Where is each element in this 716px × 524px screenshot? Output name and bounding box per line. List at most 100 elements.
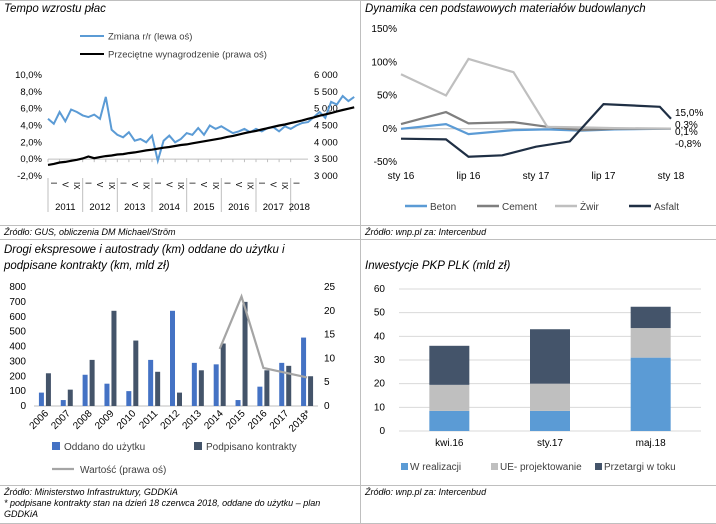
x-tick-label: 2007 <box>49 408 73 432</box>
x-tick-label: 2008 <box>71 408 95 432</box>
legend-label: Przeciętne wynagrodzenie (prawa oś) <box>108 50 267 61</box>
x-tick-label: 2014 <box>202 408 226 432</box>
bar-podpisano <box>198 370 204 406</box>
y-tick-label: 50% <box>377 91 397 102</box>
x-year-label: 2016 <box>228 202 249 213</box>
x-tick-label: 2012 <box>159 408 183 432</box>
panel-roads: Drogi ekspresowe i autostrady (km) oddan… <box>0 240 360 524</box>
y-tick-label: 300 <box>9 356 26 367</box>
x-tick-label: sty.17 <box>537 438 563 449</box>
y2-tick-label: 10 <box>324 353 336 364</box>
panel-pkp: Inwestycje PKP PLK (mld zł) 0 10 20 30 40 50 6… <box>361 240 716 524</box>
x-year-label: 2011 <box>55 202 75 213</box>
y-tick-label: 800 <box>9 282 26 293</box>
panel-source: Źródło: wnp.pl za: Intercenbud <box>365 227 487 237</box>
panel-divider-upper <box>0 225 716 226</box>
x-tick-label: 2016 <box>246 408 270 432</box>
y-left-tick-label: 0,0% <box>20 154 42 165</box>
y-right-tick-label: 3 500 <box>314 154 338 165</box>
panel-wages: Tempo wzrostu płac -2,0% 0,0% 2,0% 4,0% 6,0%… <box>0 0 360 240</box>
y-tick-label: 40 <box>374 331 386 342</box>
y-left-tick-label: -2,0% <box>17 171 42 182</box>
panel-source: Źródło: wnp.pl za: Intercenbud <box>365 487 487 497</box>
bar-oddano <box>191 362 197 406</box>
y-tick-label: 0 <box>379 426 385 437</box>
x-month-tick-label: V <box>95 182 104 188</box>
legend-label: Oddano do użytku <box>64 442 145 453</box>
panel-divider-mid <box>0 239 716 240</box>
x-month-tick-label: I <box>222 182 231 184</box>
y-right-tick-label: 4 500 <box>314 121 338 132</box>
x-year-label: 2015 <box>193 202 214 213</box>
legend-label: Zmiana r/r (lewa oś) <box>108 32 192 43</box>
bar-oddano <box>257 386 263 406</box>
y-left-tick-label: 8,0% <box>20 87 42 98</box>
legend-label: Wartość (prawa oś) <box>80 465 166 476</box>
x-tick-label: 2013 <box>180 408 204 432</box>
legend-label: Beton <box>430 202 456 213</box>
x-tick-label: sty 17 <box>523 171 550 182</box>
x-month-tick-label: IX <box>72 182 81 190</box>
panel-source-line-3: GDDKiA <box>4 509 39 519</box>
x-year-label: 2014 <box>159 202 180 213</box>
x-month-tick-label: V <box>130 182 139 188</box>
y-tick-label: 100 <box>9 386 26 397</box>
y-left-tick-label: 10,0% <box>15 70 42 81</box>
x-month-tick-label: I <box>84 182 93 184</box>
x-tick-label: lip 17 <box>592 171 616 182</box>
legend-label: Żwir <box>580 200 600 213</box>
y2-tick-label: 0 <box>324 401 330 412</box>
y-left-tick-label: 4,0% <box>20 121 42 132</box>
x-tick-label: lip 16 <box>457 171 481 182</box>
series-line-wir <box>400 57 672 130</box>
bar-oddano <box>104 383 110 406</box>
panel-title: Inwestycje PKP PLK (mld zł) <box>365 260 511 272</box>
bar-segment-realizacja <box>630 357 671 431</box>
y-tick-label: 150% <box>371 24 397 35</box>
x-tick-label: 2011 <box>137 408 160 431</box>
y-left-tick-label: 6,0% <box>20 104 42 115</box>
panel-source: Źródło: GUS, obliczenia DM Michael/Ström <box>4 227 176 237</box>
bar-segment-realizacja <box>429 410 470 431</box>
y-tick-label: 400 <box>9 342 26 353</box>
bar-segment-realizacja <box>530 410 570 431</box>
legend-label: Przetargi w toku <box>604 462 676 473</box>
x-month-tick-label: I <box>153 182 162 184</box>
panel-title: Tempo wzrostu płac <box>4 3 106 15</box>
bar-podpisano <box>286 365 292 406</box>
bar-podpisano <box>220 343 226 406</box>
panel-title-line-1: Drogi ekspresowe i autostrady (km) oddan… <box>4 244 285 256</box>
panel-title-line-2: podpisane kontrakty (km, mld zł) <box>4 260 170 272</box>
bar-podpisano <box>45 373 51 406</box>
series-line-zmiana <box>47 94 355 165</box>
panel-source-line-2: * podpisane kontrakty stan na dzień 18 c… <box>4 498 321 508</box>
y2-tick-label: 15 <box>324 330 336 341</box>
bar-segment-przetargi <box>530 329 570 384</box>
bar-podpisano <box>111 310 117 406</box>
y-tick-label: 50 <box>374 308 386 319</box>
x-month-tick-label: V <box>61 182 70 188</box>
y-tick-label: 0% <box>383 124 398 135</box>
series-line-wartosc <box>218 293 308 379</box>
bar-segment-projektowanie <box>530 383 570 411</box>
panel-divider-vertical <box>360 0 361 524</box>
x-month-tick-label: IX <box>176 182 185 190</box>
pkp-chart: 0 10 20 30 40 50 60 kwi.16 sty.17 maj.18 W realiza… <box>374 284 701 473</box>
x-tick-label: sty 18 <box>658 171 685 182</box>
legend-swatch <box>52 442 60 450</box>
y-tick-label: -50% <box>374 157 397 168</box>
y-tick-label: 30 <box>374 355 386 366</box>
bar-oddano <box>60 400 66 406</box>
bar-podpisano <box>308 376 314 406</box>
x-tick-label: 2010 <box>115 408 139 432</box>
bar-oddano <box>38 392 44 406</box>
end-value-label: 15,0% <box>675 108 703 119</box>
x-month-tick-label: V <box>199 182 208 188</box>
y-tick-label: 60 <box>374 284 386 295</box>
x-tick-label: 2018* <box>287 408 313 434</box>
y-tick-label: 100% <box>371 57 397 68</box>
y-right-tick-label: 5 000 <box>314 104 338 115</box>
bar-segment-przetargi <box>630 306 671 329</box>
y2-tick-label: 20 <box>324 306 336 317</box>
x-tick-label: kwi.16 <box>435 438 464 449</box>
